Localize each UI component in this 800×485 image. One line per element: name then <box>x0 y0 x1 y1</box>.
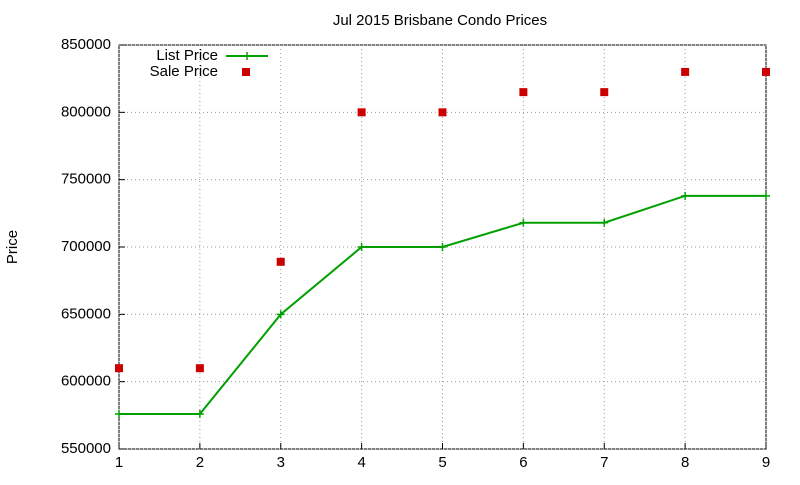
x-tick-label: 5 <box>438 454 446 471</box>
x-tick-label: 6 <box>519 454 527 471</box>
legend-marker <box>243 52 251 60</box>
x-tick-label: 3 <box>277 454 285 471</box>
point-marker <box>115 409 123 418</box>
point-marker <box>681 67 690 76</box>
point-marker <box>762 67 770 76</box>
x-tick-label: 7 <box>600 454 608 471</box>
chart-title: Jul 2015 Brisbane Condo Prices <box>333 12 547 29</box>
point-marker <box>276 310 285 319</box>
y-axis-label: Price <box>4 230 21 264</box>
point-marker <box>519 218 528 227</box>
y-tick-label: 800000 <box>61 103 111 120</box>
x-tick-label: 1 <box>115 454 123 471</box>
point-marker <box>600 218 609 227</box>
point-marker <box>195 409 204 418</box>
point-marker <box>681 191 690 200</box>
point-marker <box>195 364 204 373</box>
y-tick-label: 650000 <box>61 305 111 322</box>
x-tick-label: 2 <box>196 454 204 471</box>
point-marker <box>438 243 447 251</box>
point-marker <box>600 88 609 97</box>
x-tick-label: 9 <box>762 454 770 471</box>
legend-label: Sale Price <box>150 63 218 80</box>
y-tick-label: 850000 <box>61 36 111 53</box>
legend-label: List Price <box>156 47 218 64</box>
point-marker <box>357 108 366 117</box>
y-tick-label: 750000 <box>61 171 111 188</box>
point-marker <box>357 243 366 251</box>
y-tick-label: 600000 <box>61 373 111 390</box>
x-tick-label: 4 <box>357 454 365 471</box>
x-tick-label: 8 <box>681 454 689 471</box>
point-marker <box>276 257 285 266</box>
point-marker <box>438 108 447 117</box>
point-marker <box>762 191 770 200</box>
y-tick-label: 700000 <box>61 238 111 255</box>
point-marker <box>519 88 528 97</box>
point-marker <box>115 364 123 373</box>
legend-marker <box>242 68 250 76</box>
y-tick-label: 550000 <box>61 440 111 457</box>
